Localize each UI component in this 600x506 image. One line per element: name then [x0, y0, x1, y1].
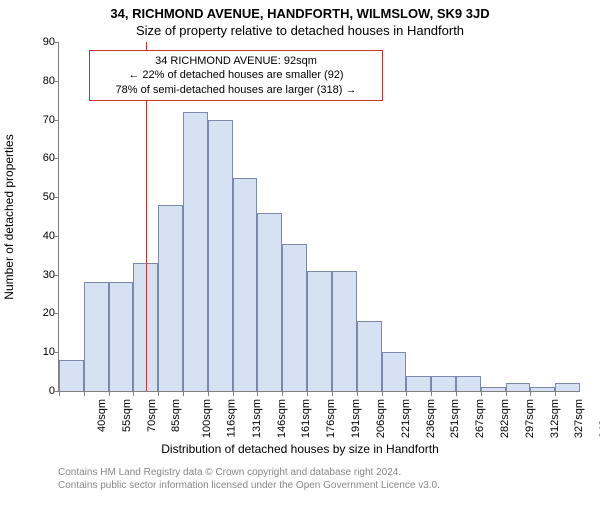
x-tick-label: 131sqm [251, 399, 263, 438]
annotation-line: 34 RICHMOND AVENUE: 92sqm [96, 54, 376, 68]
y-tick-mark [54, 313, 59, 314]
x-tick-label: 70sqm [146, 399, 158, 432]
histogram-bar [59, 360, 84, 391]
x-tick-label: 267sqm [474, 399, 486, 438]
x-tick-label: 297sqm [524, 399, 536, 438]
x-tick-mark [530, 391, 531, 396]
y-tick-label: 40 [27, 230, 55, 242]
y-tick-label: 10 [27, 346, 55, 358]
y-tick-label: 50 [27, 191, 55, 203]
x-tick-mark [183, 391, 184, 396]
x-tick-mark [332, 391, 333, 396]
x-tick-mark [406, 391, 407, 396]
histogram-bar [332, 271, 357, 391]
x-tick-mark [506, 391, 507, 396]
x-tick-label: 146sqm [276, 399, 288, 438]
annotation-line: 78% of semi-detached houses are larger (… [96, 83, 376, 97]
y-tick-mark [54, 158, 59, 159]
histogram-bar [233, 178, 258, 391]
page-subtitle: Size of property relative to detached ho… [0, 23, 600, 38]
x-tick-mark [555, 391, 556, 396]
histogram-bar [109, 282, 134, 391]
x-tick-label: 116sqm [225, 399, 237, 437]
y-tick-mark [54, 197, 59, 198]
x-tick-label: 236sqm [425, 399, 437, 438]
histogram-bar [456, 376, 481, 392]
attribution-footer: Contains HM Land Registry data © Crown c… [58, 466, 600, 492]
y-tick-label: 80 [27, 75, 55, 87]
x-tick-label: 251sqm [449, 399, 461, 438]
histogram-bar [208, 120, 233, 391]
y-tick-label: 30 [27, 269, 55, 281]
y-tick-mark [54, 352, 59, 353]
x-tick-mark [233, 391, 234, 396]
footer-line-2: Contains public sector information licen… [58, 479, 600, 492]
x-tick-label: 161sqm [301, 399, 313, 438]
histogram-bar [257, 213, 282, 391]
x-tick-mark [357, 391, 358, 396]
x-tick-label: 327sqm [574, 399, 586, 438]
x-tick-mark [307, 391, 308, 396]
histogram-bar [406, 376, 431, 392]
x-tick-mark [84, 391, 85, 396]
x-tick-mark [257, 391, 258, 396]
histogram-bar [84, 282, 109, 391]
x-tick-label: 40sqm [96, 399, 108, 432]
histogram-bar [555, 383, 580, 391]
y-tick-mark [54, 236, 59, 237]
histogram-bar [282, 244, 307, 391]
histogram-bar [357, 321, 382, 391]
x-tick-label: 191sqm [350, 399, 362, 438]
x-tick-mark [59, 391, 60, 396]
x-tick-mark [109, 391, 110, 396]
histogram-bar [506, 383, 531, 391]
x-tick-mark [208, 391, 209, 396]
histogram-chart: Number of detached properties 0102030405… [58, 42, 580, 392]
y-tick-label: 20 [27, 307, 55, 319]
y-tick-label: 90 [27, 36, 55, 48]
page-title-address: 34, RICHMOND AVENUE, HANDFORTH, WILMSLOW… [0, 6, 600, 21]
y-tick-label: 60 [27, 152, 55, 164]
y-tick-mark [54, 42, 59, 43]
x-tick-mark [282, 391, 283, 396]
annotation-line: ← 22% of detached houses are smaller (92… [96, 68, 376, 82]
y-tick-label: 70 [27, 114, 55, 126]
x-tick-mark [133, 391, 134, 396]
x-tick-label: 55sqm [121, 399, 133, 432]
y-tick-mark [54, 275, 59, 276]
histogram-bar [183, 112, 208, 391]
x-tick-mark [158, 391, 159, 396]
annotation-box: 34 RICHMOND AVENUE: 92sqm← 22% of detach… [89, 50, 383, 101]
y-tick-mark [54, 81, 59, 82]
histogram-bar [431, 376, 456, 392]
x-tick-mark [456, 391, 457, 396]
y-axis-label: Number of detached properties [2, 134, 16, 299]
x-tick-mark [431, 391, 432, 396]
x-tick-label: 85sqm [170, 399, 182, 432]
y-tick-mark [54, 120, 59, 121]
histogram-bar [481, 387, 506, 391]
x-tick-label: 100sqm [201, 399, 213, 438]
x-tick-mark [481, 391, 482, 396]
y-tick-label: 0 [27, 385, 55, 397]
x-tick-label: 176sqm [325, 399, 337, 438]
x-tick-label: 206sqm [375, 399, 387, 438]
histogram-bar [382, 352, 407, 391]
footer-line-1: Contains HM Land Registry data © Crown c… [58, 466, 600, 479]
histogram-bar [158, 205, 183, 391]
x-tick-label: 312sqm [549, 399, 561, 438]
histogram-bar [307, 271, 332, 391]
x-axis-label: Distribution of detached houses by size … [0, 442, 600, 456]
plot-area: Number of detached properties 0102030405… [58, 42, 580, 392]
histogram-bar [530, 387, 555, 391]
x-tick-label: 282sqm [499, 399, 511, 438]
x-tick-mark [382, 391, 383, 396]
x-tick-label: 221sqm [400, 399, 412, 438]
